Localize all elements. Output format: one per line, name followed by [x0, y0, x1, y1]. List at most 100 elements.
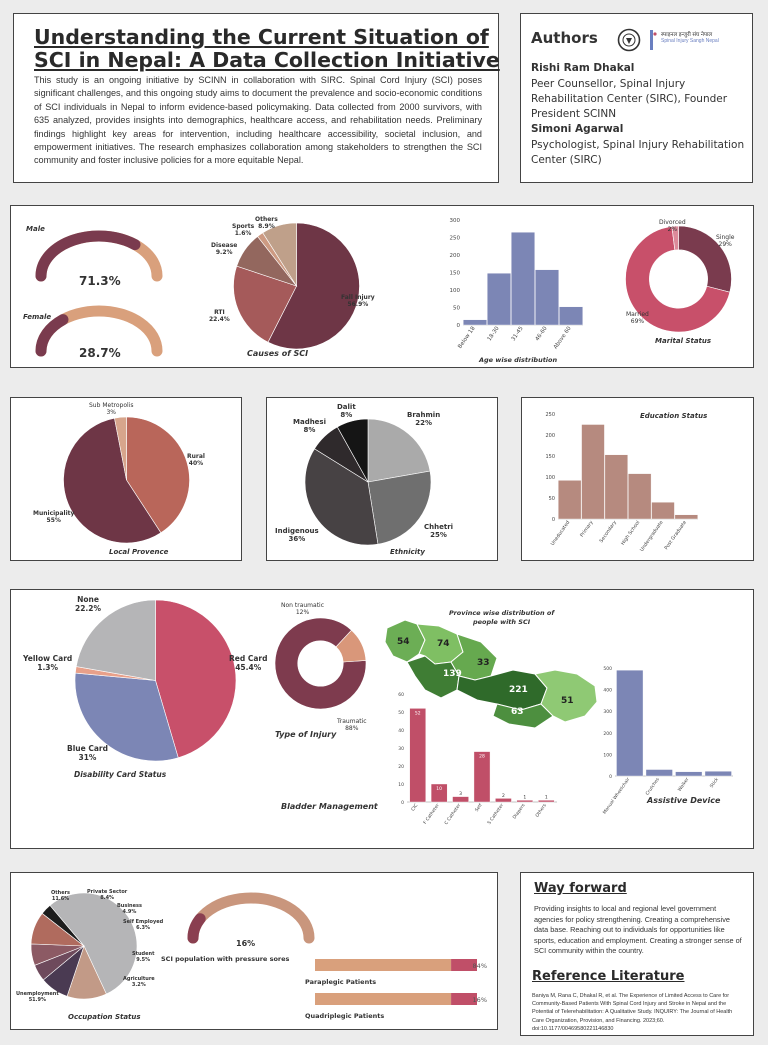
injury-label-nontraumatic: Non traumatic 12% — [281, 602, 325, 616]
occ-label-others: Others 11.6% — [51, 890, 71, 902]
seal-logo-icon — [617, 28, 641, 52]
reference-text: Baniya M, Rana C, Dhakal R, et al. The E… — [532, 993, 733, 1032]
education-bar-uneducated — [558, 480, 582, 520]
occ-label-business: Business 4.9% — [117, 903, 142, 915]
disability-caption: Disability Card Status — [74, 770, 167, 779]
education-category-label: Undergraduate — [639, 520, 665, 553]
assistive-bar-crutches — [645, 769, 673, 777]
bladder-value-label: 52 — [415, 710, 421, 716]
bladder-bar-cic — [409, 708, 426, 803]
bladder-value-label: 2 — [502, 793, 505, 799]
education-caption: Education Status — [640, 412, 708, 420]
disability-slice-red-card — [155, 599, 237, 759]
quadriplegic-label: Quadriplegic Patients — [305, 1012, 385, 1020]
bladder-bar-f-catheter — [430, 783, 448, 803]
injury-slice-traumatic — [274, 617, 367, 710]
authors-panel: Authors स्पाइनल इन्जुरी संघ नेपाल Spinal… — [520, 13, 753, 183]
author-1-role: Peer Counsellor, Spinal Injury Rehabilit… — [531, 78, 728, 120]
education-ytick: 200 — [545, 433, 555, 439]
occupation-pie-chart — [30, 892, 138, 1000]
map-value-4: 139 — [443, 669, 462, 679]
map-value-1: 54 — [397, 637, 410, 647]
eth-label-madhesi: Madhesi 8% — [293, 418, 326, 434]
occ-label-student: Student 9.5% — [132, 951, 155, 963]
causes-label-rti: RTI 22.4% — [209, 309, 230, 323]
bladder-category-label: CIC — [410, 803, 419, 813]
education-ytick: 50 — [549, 496, 555, 502]
eth-label-chhetri: Chhetri 25% — [424, 523, 454, 539]
age-bar-below-18 — [463, 319, 487, 326]
map-value-6: 63 — [511, 707, 524, 717]
map-value-7: 51 — [561, 696, 574, 706]
bladder-category-label: F Catheter — [422, 803, 441, 826]
disability-card-pie-chart — [74, 599, 237, 762]
female-percentage: 28.7% — [79, 346, 121, 360]
male-label: Male — [26, 225, 45, 233]
ethnicity-pie-chart — [304, 418, 432, 546]
disability-slice-none — [75, 599, 156, 681]
ethnicity-slice-indigenous — [304, 448, 379, 546]
bladder-value-label: 3 — [459, 791, 462, 797]
assistive-ytick: 200 — [603, 731, 612, 737]
bladder-category-label: C Catheter — [443, 803, 462, 826]
bladder-ytick: 60 — [398, 692, 404, 698]
age-bar-chart: 0 50 100 150 200 250 300 Below 18 18-30 31-45 46-6… — [450, 218, 583, 350]
injury-caption: Type of Injury — [275, 730, 337, 739]
marital-label-married: Married 69% — [626, 311, 649, 325]
bladder-ytick: 50 — [398, 710, 404, 716]
assistive-ytick: 0 — [609, 774, 612, 780]
education-bar-undergraduate — [651, 501, 675, 520]
age-bar-46-60 — [535, 269, 559, 326]
age-ytick: 0 — [457, 323, 461, 329]
assistive-bar-stick — [704, 771, 732, 777]
assistive-category-label: Walker — [677, 777, 691, 793]
injury-label-traumatic: Traumatic 88% — [337, 718, 367, 732]
abstract-text: This study is an ongoing initiative by S… — [34, 75, 482, 166]
ethnicity-slice-dalit — [336, 418, 369, 484]
ethnicity-slice-chhetri — [367, 470, 432, 545]
age-ytick: 250 — [450, 236, 461, 242]
bladder-bar-self — [473, 751, 491, 803]
assistive-ytick: 100 — [603, 752, 612, 758]
quadriplegic-bar-fill — [451, 993, 477, 1005]
injury-panel: None 22.2% Yellow Card 1.3% Red Card 45.4% … — [10, 589, 754, 849]
education-ytick: 100 — [545, 475, 555, 481]
reference-heading: Reference Literature — [532, 969, 685, 984]
female-label: Female — [23, 313, 52, 321]
nepal-province-map: 54 74 33 139 221 63 51 — [384, 619, 598, 729]
poster-title-line1: Understanding the Current Situation of — [34, 25, 489, 49]
education-ytick: 250 — [545, 412, 555, 418]
bladder-value-label: 28 — [479, 754, 485, 760]
bladder-bar-chart: 0 10 20 30 40 50 60 52 CIC 10 F Catheter 3 C Cathete… — [398, 692, 557, 826]
education-bar-post-graduate — [674, 514, 698, 520]
education-bar-secondary — [604, 454, 628, 520]
occ-label-unemployment: Unemployment 51.9% — [16, 991, 59, 1003]
bladder-bar-s-catheter — [495, 798, 512, 803]
header-panel: Understanding the Current Situation of S… — [13, 13, 500, 183]
marital-label-single: Single 29% — [716, 234, 735, 248]
assistive-category-label: Manual Wheelchair — [602, 777, 632, 816]
bladder-ytick: 40 — [398, 728, 404, 734]
assistive-bar-manual-wheelchair — [616, 669, 644, 777]
eth-label-dalit: Dalit 8% — [337, 403, 356, 419]
disability-slice-blue-card — [74, 672, 179, 762]
age-ytick: 100 — [450, 288, 461, 294]
local-caption: Local Provence — [109, 548, 169, 556]
age-ytick: 50 — [453, 306, 460, 312]
age-ytick: 150 — [450, 271, 461, 277]
assistive-bar-chart: 0 100 200 300 400 500 Manual Wheelchair Crutche… — [602, 666, 733, 815]
assistive-ytick: 500 — [603, 666, 612, 672]
local-slice-municipality — [63, 417, 162, 544]
education-panel: 0 50 100 150 200 250 Uneducated Primary Secondar… — [521, 397, 754, 561]
assistive-ytick: 300 — [603, 709, 612, 715]
bladder-bar-c-catheter — [452, 796, 469, 803]
authors-heading: Authors — [531, 29, 598, 47]
local-label-rural: Rural 40% — [187, 453, 205, 467]
education-bar-chart: 0 50 100 150 200 250 Uneducated Primary Secondar… — [545, 412, 698, 553]
bladder-value-label: 1 — [523, 795, 526, 801]
causes-slice-rti — [233, 265, 297, 343]
education-bar-primary — [581, 424, 605, 520]
injury-type-donut-chart — [274, 617, 367, 710]
occupation-slice-unemployment — [49, 892, 138, 995]
bladder-bar-diapers — [516, 799, 534, 803]
